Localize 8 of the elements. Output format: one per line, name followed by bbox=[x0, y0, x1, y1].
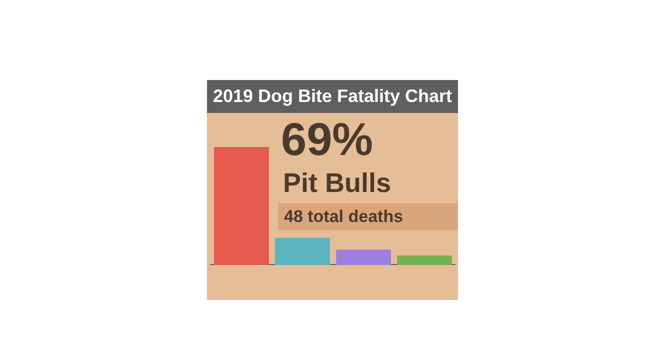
annotation: Pit Bulls bbox=[283, 168, 392, 198]
annotation: 48 total deaths bbox=[284, 206, 404, 228]
bar bbox=[397, 256, 452, 265]
annotation: 69% bbox=[281, 113, 374, 165]
bar bbox=[275, 238, 330, 265]
chart-title: 2019 Dog Bite Fatality Chart bbox=[207, 80, 458, 113]
bar bbox=[336, 250, 391, 265]
bar bbox=[214, 147, 269, 265]
